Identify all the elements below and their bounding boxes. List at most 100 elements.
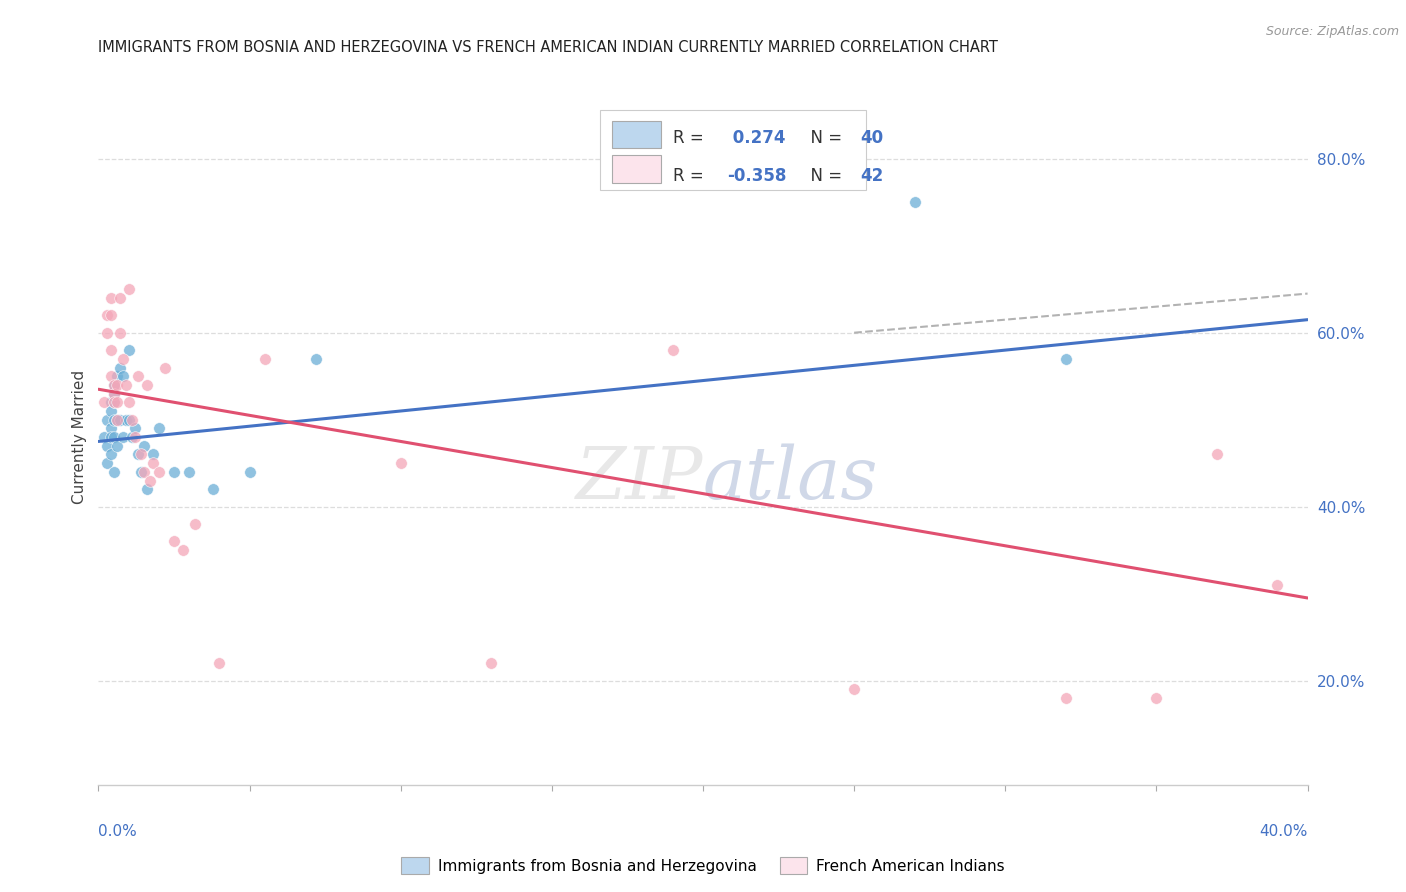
Text: 40.0%: 40.0% [1260, 824, 1308, 839]
Point [108, 326, 131, 340]
Point [96, 326, 118, 340]
Text: ZIP: ZIP [575, 443, 703, 514]
Point [108, 412, 131, 426]
Point [118, 282, 141, 296]
Point [108, 360, 131, 375]
Point [148, 421, 170, 435]
FancyBboxPatch shape [613, 155, 661, 183]
Point [100, 343, 122, 358]
Point [208, 657, 231, 671]
Point [103, 377, 125, 392]
Point [105, 395, 128, 409]
Point [103, 386, 125, 401]
Point [105, 369, 128, 384]
Text: N =: N = [800, 129, 846, 147]
FancyBboxPatch shape [600, 110, 866, 190]
Point [105, 412, 128, 426]
Text: Source: ZipAtlas.com: Source: ZipAtlas.com [1265, 25, 1399, 38]
Point [118, 343, 141, 358]
Text: -0.358: -0.358 [727, 167, 786, 186]
Text: R =: R = [673, 129, 709, 147]
Point [163, 534, 186, 549]
Point [100, 404, 122, 418]
Text: atlas: atlas [703, 443, 879, 514]
Point [1206, 447, 1229, 462]
Text: 0.274: 0.274 [727, 129, 786, 147]
Point [100, 447, 122, 462]
Point [124, 421, 146, 435]
Point [118, 412, 141, 426]
Y-axis label: Currently Married: Currently Married [72, 370, 87, 504]
Point [148, 465, 170, 479]
Point [253, 351, 276, 366]
Point [96, 309, 118, 323]
Point [111, 430, 134, 444]
Point [103, 386, 125, 401]
Point [105, 439, 128, 453]
Point [1054, 351, 1077, 366]
Point [100, 369, 122, 384]
Point [100, 421, 122, 435]
Point [127, 369, 149, 384]
Point [239, 465, 262, 479]
Point [103, 430, 125, 444]
Legend: Immigrants from Bosnia and Herzegovina, French American Indians: Immigrants from Bosnia and Herzegovina, … [395, 851, 1011, 880]
Point [142, 456, 165, 470]
Point [305, 351, 328, 366]
Text: 42: 42 [860, 167, 883, 186]
Point [844, 682, 866, 697]
Point [118, 395, 141, 409]
Point [93, 395, 115, 409]
Point [96, 456, 118, 470]
Point [202, 482, 225, 496]
Point [1054, 690, 1077, 705]
Point [114, 412, 136, 426]
Point [129, 447, 152, 462]
Text: R =: R = [673, 167, 709, 186]
Point [1267, 578, 1289, 592]
Point [105, 377, 128, 392]
Point [124, 430, 146, 444]
Point [127, 447, 149, 462]
Point [135, 377, 157, 392]
Point [163, 465, 186, 479]
Point [662, 343, 685, 358]
Point [1144, 690, 1167, 705]
Point [481, 657, 503, 671]
Point [100, 395, 122, 409]
Point [108, 291, 131, 305]
Text: N =: N = [800, 167, 846, 186]
Point [129, 465, 152, 479]
Point [132, 439, 155, 453]
Point [103, 395, 125, 409]
Point [142, 447, 165, 462]
Text: 40: 40 [860, 129, 883, 147]
Point [96, 439, 118, 453]
Point [172, 543, 194, 558]
Point [96, 412, 118, 426]
Text: IMMIGRANTS FROM BOSNIA AND HERZEGOVINA VS FRENCH AMERICAN INDIAN CURRENTLY MARRI: IMMIGRANTS FROM BOSNIA AND HERZEGOVINA V… [98, 40, 998, 55]
Point [121, 412, 143, 426]
Point [103, 395, 125, 409]
Point [103, 412, 125, 426]
Point [100, 291, 122, 305]
Point [184, 516, 207, 531]
Point [111, 351, 134, 366]
Point [103, 377, 125, 392]
Point [93, 430, 115, 444]
Point [121, 430, 143, 444]
Point [103, 465, 125, 479]
FancyBboxPatch shape [613, 120, 661, 148]
Point [179, 465, 201, 479]
Point [100, 430, 122, 444]
Point [389, 456, 412, 470]
Point [135, 482, 157, 496]
Point [904, 195, 927, 210]
Text: 0.0%: 0.0% [98, 824, 138, 839]
Point [114, 377, 136, 392]
Point [139, 474, 162, 488]
Point [100, 309, 122, 323]
Point [153, 360, 176, 375]
Point [105, 412, 128, 426]
Point [111, 369, 134, 384]
